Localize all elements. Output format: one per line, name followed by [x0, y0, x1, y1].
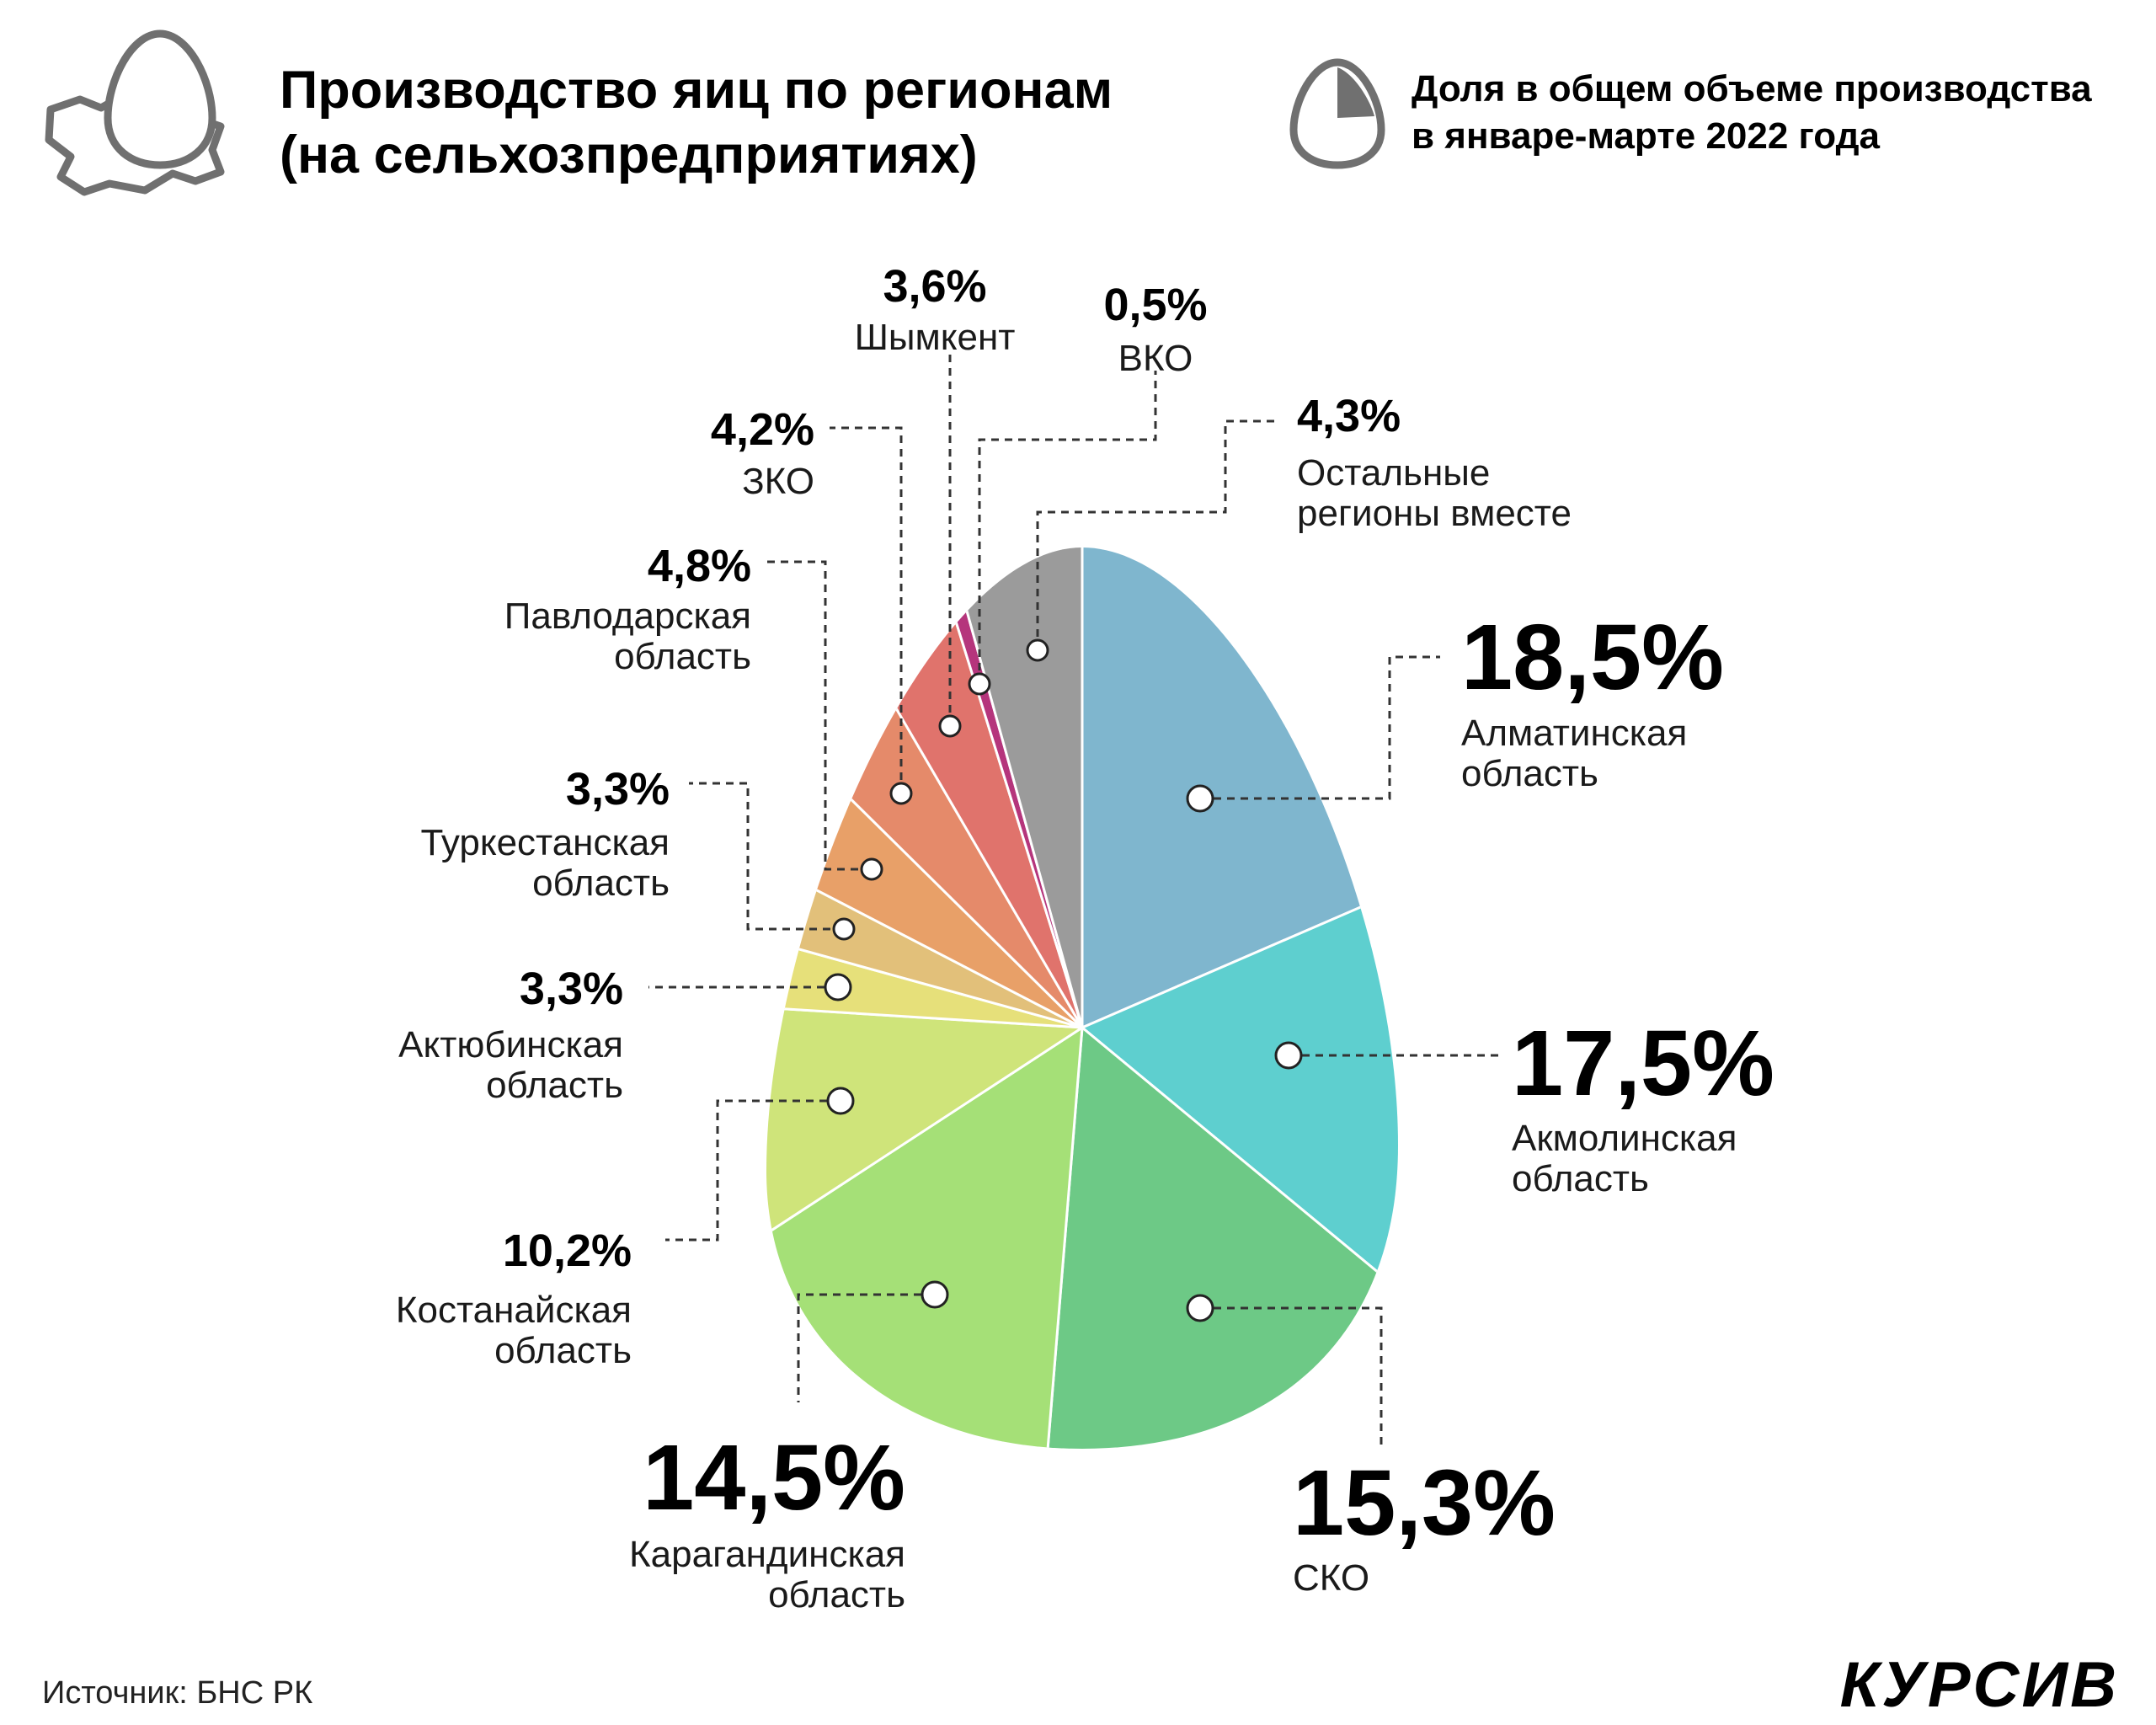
marker-акмолинская-область [1274, 1041, 1303, 1070]
marker-костанайская-область [826, 1087, 855, 1115]
slice-вко [855, 547, 1084, 1028]
marker-павлодарская-область [860, 857, 883, 881]
category-label-алматинская-область: область [1461, 753, 1598, 794]
marker-карагандинская-область [921, 1280, 949, 1309]
leader-павлодарская-область [766, 560, 872, 871]
slice-markers [824, 638, 1303, 1322]
data-label-алматинская-область: 18,5% [1461, 606, 1724, 709]
slice-labels: 18,5%Алматинскаяобласть17,5%Акмолинскаяо… [396, 261, 1774, 1616]
marker-зко [889, 782, 913, 805]
category-label-остальные-регионы-вместе: Остальные [1297, 452, 1490, 494]
leader-вко [978, 371, 1157, 684]
subtitle-line2: в январе-марте 2022 года [1412, 115, 1881, 157]
category-label-зко: ЗКО [742, 461, 814, 502]
category-label-акмолинская-область: область [1512, 1158, 1649, 1199]
data-label-шымкент: 3,6% [883, 261, 986, 312]
category-label-павлодарская-область: Павлодарская [504, 595, 751, 637]
category-label-ско: СКО [1293, 1557, 1369, 1599]
publisher-logo: КУРСИВ [1840, 1649, 2119, 1721]
data-label-павлодарская-область: 4,8% [648, 541, 751, 591]
marker-остальные-регионы-вместе [1026, 638, 1049, 662]
category-label-карагандинская-область: Карагандинская [629, 1534, 905, 1575]
data-label-акмолинская-область: 17,5% [1512, 1012, 1774, 1115]
data-label-актюбинская-область: 3,3% [520, 964, 623, 1014]
marker-актюбинская-область [824, 973, 852, 1001]
category-label-карагандинская-область: область [768, 1574, 905, 1616]
chart-title-line2: (на сельхозпредприятиях) [280, 126, 978, 184]
data-label-остальные-регионы-вместе: 4,3% [1297, 391, 1401, 441]
slice-карагандинская-область [766, 1025, 1084, 1449]
slice-алматинская-область [1081, 547, 1398, 1030]
slice-остальные-регионы-вместе [878, 547, 1084, 1028]
category-label-туркестанская-область: Туркестанская [420, 822, 670, 863]
category-label-остальные-регионы-вместе: регионы вместе [1297, 493, 1572, 534]
marker-алматинская-область [1186, 784, 1214, 813]
map-egg-icon [45, 29, 225, 196]
leader-остальные-регионы-вместе [1036, 419, 1280, 650]
data-label-карагандинская-область: 14,5% [643, 1426, 905, 1530]
marker-туркестанская-область [832, 917, 856, 941]
category-label-туркестанская-область: область [532, 862, 670, 904]
data-label-зко: 4,2% [711, 404, 814, 455]
chart-title-line1: Производство яиц по регионам [280, 61, 1113, 120]
leader-lines [648, 352, 1499, 1449]
data-label-вко: 0,5% [1103, 280, 1207, 330]
category-label-шымкент: Шымкент [855, 317, 1016, 358]
category-label-костанайская-область: область [494, 1330, 632, 1371]
slice-павлодарская-область [766, 547, 1084, 1029]
data-label-костанайская-область: 10,2% [503, 1226, 632, 1276]
slice-костанайская-область [766, 978, 1086, 1444]
leader-карагандинская-область [797, 1293, 935, 1402]
category-label-павлодарская-область: область [614, 636, 751, 677]
subtitle-line1: Доля в общем объеме производства [1412, 68, 2092, 109]
category-label-алматинская-область: Алматинская [1461, 713, 1687, 754]
marker-ско [1186, 1294, 1214, 1322]
category-label-акмолинская-область: Акмолинская [1512, 1118, 1737, 1159]
category-label-костанайская-область: Костанайская [396, 1290, 632, 1331]
pie-egg-icon [1289, 58, 1385, 169]
leader-алматинская-область [1200, 655, 1440, 800]
marker-шымкент [938, 714, 962, 738]
leader-зко [830, 426, 903, 793]
data-label-ско: 15,3% [1293, 1451, 1556, 1555]
category-label-актюбинская-область: область [486, 1065, 623, 1106]
leader-костанайская-область [665, 1099, 841, 1242]
marker-вко [968, 672, 991, 696]
category-label-вко: ВКО [1118, 338, 1193, 379]
source-note: Источник: БНС РК [42, 1675, 312, 1711]
slice-актюбинская-область [766, 823, 1083, 1029]
data-label-туркестанская-область: 3,3% [566, 764, 670, 814]
leader-туркестанская-область [689, 782, 844, 931]
slice-туркестанская-область [766, 677, 1083, 1029]
leader-ско [1200, 1306, 1383, 1449]
category-label-актюбинская-область: Актюбинская [398, 1024, 623, 1065]
